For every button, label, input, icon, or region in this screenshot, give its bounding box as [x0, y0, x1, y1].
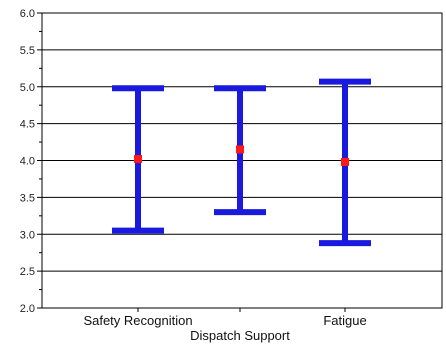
y-tick-label: 4.0: [20, 156, 35, 168]
y-tick-label: 3.5: [20, 192, 35, 204]
x-axis-title: Dispatch Support: [190, 328, 290, 343]
mean-marker: [236, 145, 244, 154]
x-axis-ticks: Safety Recognition Fatigue: [83, 308, 367, 328]
y-axis-ticks: 2.0 2.5 3.0 3.5 4.0 4.5 5.0 5.5 6.0: [20, 8, 42, 315]
y-tick-label: 2.0: [20, 303, 35, 315]
x-tick-label: Safety Recognition: [83, 313, 192, 328]
mean-marker: [341, 157, 349, 166]
y-tick-label: 3.0: [20, 229, 35, 241]
mean-markers: [134, 145, 349, 166]
y-tick-label: 6.0: [20, 8, 35, 20]
y-tick-label: 5.0: [20, 82, 35, 94]
mean-marker: [134, 155, 142, 164]
y-tick-label: 2.5: [20, 266, 35, 278]
x-tick-label: Fatigue: [323, 313, 366, 328]
y-tick-label: 4.5: [20, 119, 35, 131]
error-bars: [112, 78, 371, 247]
y-tick-label: 5.5: [20, 45, 35, 57]
